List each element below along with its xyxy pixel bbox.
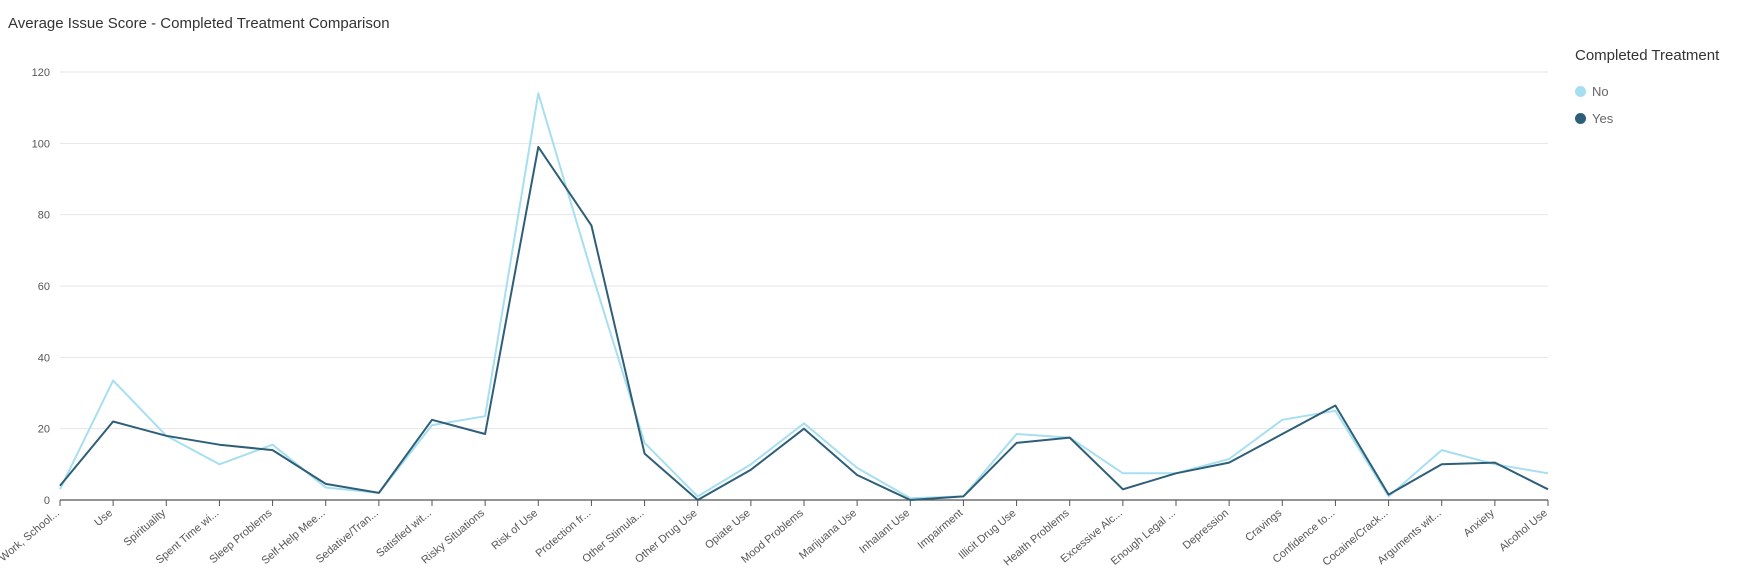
chart-title: Average Issue Score - Completed Treatmen… (8, 15, 390, 32)
y-tick-label: 120 (32, 67, 50, 79)
series-line-no[interactable] (59, 92, 1549, 500)
legend-item-no[interactable]: No (1575, 84, 1719, 99)
legend-title: Completed Treatment (1575, 47, 1720, 64)
x-tick-label: Spirituality (122, 507, 169, 549)
x-tick-label: Alcohol Use (1497, 507, 1550, 554)
grid-lines (60, 71, 1548, 430)
legend-label-yes: Yes (1592, 111, 1614, 126)
y-tick-label: 60 (38, 281, 50, 293)
series-lines (59, 92, 1549, 501)
y-tick-label: 0 (44, 495, 50, 507)
x-tick-label: Impairment (915, 507, 965, 552)
y-tick-label: 20 (38, 424, 50, 436)
legend: Completed Treatment No Yes (1575, 47, 1719, 138)
x-tick-label: Work, School... (0, 507, 62, 564)
y-tick-label: 100 (32, 138, 50, 150)
legend-label-no: No (1592, 84, 1609, 99)
x-tick-label: Marijuana Use (797, 507, 859, 562)
legend-marker-yes (1575, 113, 1586, 124)
x-tick-label: Anxiety (1461, 507, 1497, 540)
legend-marker-no (1575, 86, 1586, 97)
x-tick-label: Inhalant Use (857, 507, 912, 556)
x-tick-label: Opiate Use (703, 507, 753, 552)
y-tick-label: 80 (38, 210, 50, 222)
y-tick-label: 40 (38, 352, 50, 364)
x-tick-label: Cravings (1243, 507, 1284, 544)
legend-item-yes[interactable]: Yes (1575, 111, 1719, 126)
y-axis-ticks: 0 20 40 60 80 100 120 (32, 67, 50, 507)
series-line-yes[interactable] (59, 145, 1549, 501)
x-tick-label: Use (92, 507, 115, 529)
x-tick-label: Risk of Use (489, 507, 540, 552)
x-tick-label: Depression (1181, 507, 1231, 552)
